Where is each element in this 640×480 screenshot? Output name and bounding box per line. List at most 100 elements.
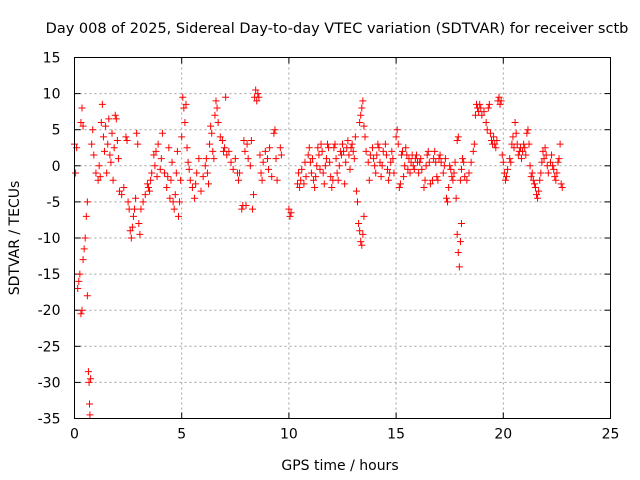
x-tick-label: 25 [602,427,620,443]
data-point [376,158,384,166]
data-point [207,122,215,130]
data-point [379,147,387,155]
data-point [173,147,181,155]
data-point [112,115,120,123]
data-point [535,187,543,195]
data-point [522,151,530,159]
data-point [83,292,91,300]
data-point [351,133,359,141]
data-point [317,140,325,148]
data-point [495,93,503,101]
data-point [218,137,226,145]
data-point [241,147,249,155]
data-point [504,165,512,173]
data-point [461,173,469,181]
data-point [553,169,561,177]
data-point [480,108,488,116]
data-point [151,162,159,170]
data-point [328,183,336,191]
data-point [104,140,112,148]
data-point [320,180,328,188]
data-point [359,97,367,105]
data-point [82,212,90,220]
data-point [546,158,554,166]
data-point [528,169,536,177]
data-point [344,137,352,145]
data-point [482,118,490,126]
y-tick-label: -5 [47,195,61,211]
data-point [216,133,224,141]
data-point [163,183,171,191]
data-point [491,140,499,148]
data-point [539,147,547,155]
data-point [356,118,364,126]
data-point [348,140,356,148]
y-tick-label: -10 [38,231,61,247]
data-point [247,137,255,145]
data-point [94,176,102,184]
data-point [370,155,378,163]
data-point [106,151,114,159]
data-point [483,126,491,134]
data-point [109,176,117,184]
data-point [526,162,534,170]
data-point [135,220,143,228]
data-point [81,234,89,242]
data-point [182,100,190,108]
data-point [378,162,386,170]
data-point [150,151,158,159]
data-point [340,147,348,155]
data-point [512,129,520,137]
data-point [201,162,209,170]
data-point [75,277,83,285]
data-point [500,169,508,177]
data-point [457,220,465,228]
data-point [80,245,88,253]
data-point [166,194,174,202]
data-point [442,194,450,202]
data-point [404,165,412,173]
data-point [327,173,335,181]
data-point [360,122,368,130]
data-point [434,176,442,184]
data-point [102,122,110,130]
data-point [523,129,531,137]
data-point [214,118,222,126]
data-point [371,162,379,170]
data-point [88,140,96,148]
data-point [148,169,156,177]
data-point [514,151,522,159]
data-point [165,144,173,152]
data-point [129,212,137,220]
data-point [503,173,511,181]
data-point [541,144,549,152]
data-point [385,176,393,184]
data-point [452,194,460,202]
data-point [192,180,200,188]
data-point [373,151,381,159]
data-point [157,155,165,163]
x-tick-label: 20 [494,427,512,443]
data-point [315,151,323,159]
data-point [85,378,93,386]
data-point [188,183,196,191]
data-point [132,194,140,202]
data-point [460,158,468,166]
data-point [110,144,118,152]
data-point [538,158,546,166]
data-point [97,118,105,126]
data-point [174,212,182,220]
data-point [134,140,142,148]
data-point [256,151,264,159]
data-point [257,169,265,177]
data-point [405,155,413,163]
y-tick-label: 0 [52,159,61,175]
data-point [99,133,107,141]
data-point [393,126,401,134]
data-point [524,126,532,134]
data-point [531,183,539,191]
data-point [78,104,86,112]
data-point [415,169,423,177]
data-point [401,162,409,170]
data-point [341,180,349,188]
